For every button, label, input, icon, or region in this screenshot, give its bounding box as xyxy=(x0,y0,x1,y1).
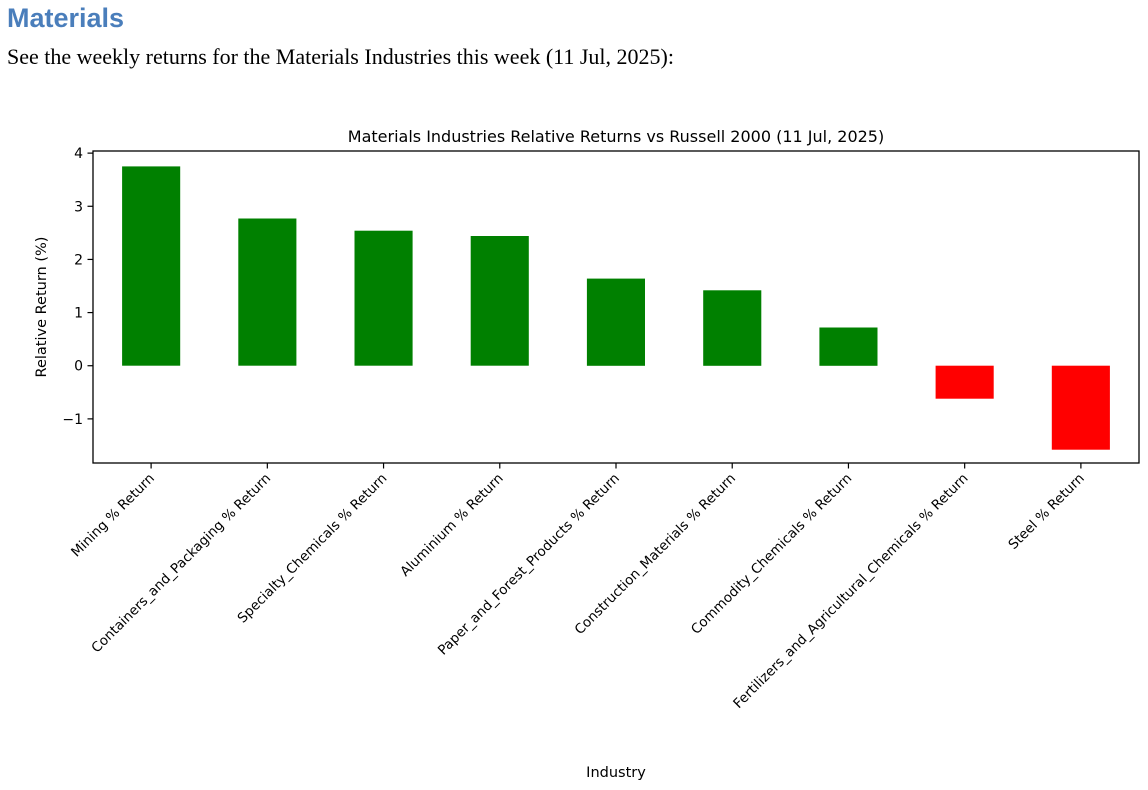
x-tick-label: Aluminium % Return xyxy=(397,471,506,580)
bar xyxy=(586,278,645,366)
bar xyxy=(470,236,529,366)
y-tick-label: 1 xyxy=(74,306,83,322)
bar xyxy=(354,230,413,366)
y-tick-label: 2 xyxy=(74,252,83,268)
bar xyxy=(122,166,181,366)
bar xyxy=(1051,365,1110,450)
bar xyxy=(819,327,878,366)
intro-text: See the weekly returns for the Materials… xyxy=(7,44,674,70)
x-tick-label: Mining % Return xyxy=(68,471,158,561)
y-tick-label: 4 xyxy=(74,146,83,162)
y-tick-label: 0 xyxy=(74,359,83,375)
bar xyxy=(935,365,994,399)
x-tick-label: Paper_and_Forest_Products % Return xyxy=(435,471,623,659)
y-tick-label: −1 xyxy=(62,412,83,428)
chart-container: 4 3 2 1 0 −1 Mining % Return Containers_and_Pac… xyxy=(0,110,1148,785)
y-axis-label: Relative Return (%) xyxy=(34,237,50,378)
materials-returns-bar-chart: 4 3 2 1 0 −1 Mining % ReturnContainers_and_Pac… xyxy=(34,127,1140,781)
chart-title: Materials Industries Relative Returns vs… xyxy=(348,127,884,146)
bar xyxy=(238,218,297,366)
x-axis-label: Industry xyxy=(586,765,646,781)
y-tick-label: 3 xyxy=(74,199,83,215)
x-tick-label: Steel % Return xyxy=(1005,471,1087,553)
x-tick-label: Containers_and_Packaging % Return xyxy=(88,471,274,657)
bar xyxy=(703,290,762,366)
x-tick-label: Fertilizers_and_Agricultural_Chemicals %… xyxy=(730,471,971,712)
page-title: Materials xyxy=(7,3,125,33)
